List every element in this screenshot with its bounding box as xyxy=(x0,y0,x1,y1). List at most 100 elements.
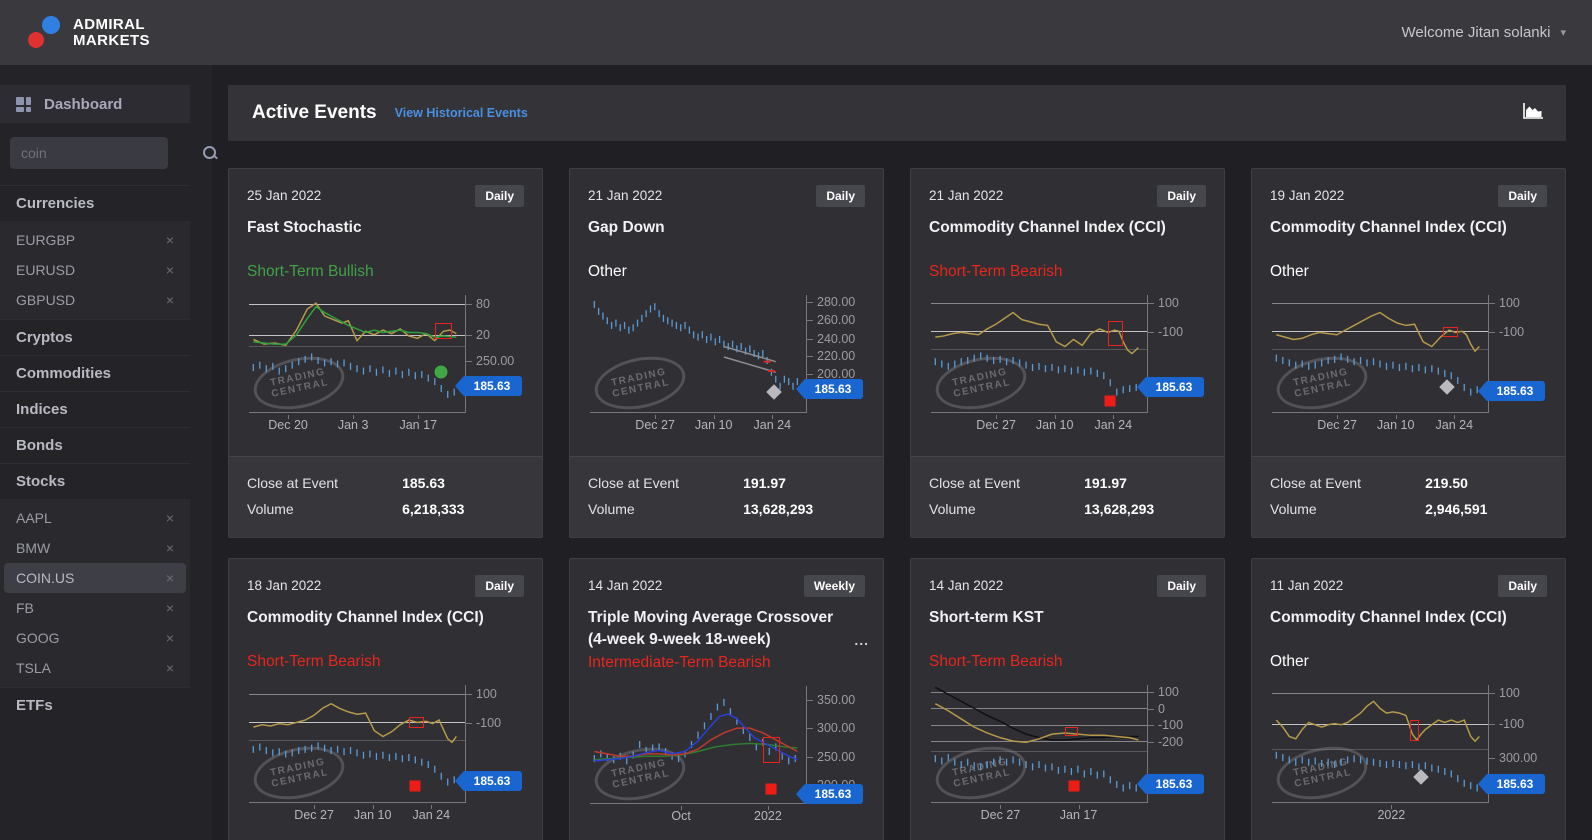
close-at-event-row: Close at Event 191.97 xyxy=(588,470,865,496)
x-axis-labels: Dec 27 Jan 10 Jan 24 xyxy=(1272,415,1489,433)
card-header: 11 Jan 2022 Daily xyxy=(1270,575,1547,597)
sidebar-item-bmw[interactable]: BMW × xyxy=(0,533,190,563)
symbol-label: COIN.US xyxy=(16,570,75,586)
chart-series-svg xyxy=(590,686,806,803)
dashboard-label: Dashboard xyxy=(44,95,123,113)
x-axis-tick xyxy=(713,415,715,419)
card-header: 14 Jan 2022 Weekly xyxy=(588,575,865,597)
remove-symbol-icon[interactable]: × xyxy=(165,600,174,616)
event-title: Gap Down xyxy=(588,219,665,236)
remove-symbol-icon[interactable]: × xyxy=(165,232,174,248)
event-highlight-box xyxy=(1442,326,1458,338)
y-axis-label: 200.00 xyxy=(817,367,856,382)
red-square-marker xyxy=(765,783,777,795)
card-footer: Close at Event 185.63 Volume 6,218,333 xyxy=(229,456,542,537)
sidebar-section-header[interactable]: ETFs xyxy=(0,687,190,723)
symbol-label: EURGBP xyxy=(16,232,76,248)
sidebar-symbol-list: AAPL × BMW × COIN.US × FB × GOOG × TSLA × xyxy=(0,499,190,687)
y-axis-tick xyxy=(1148,303,1154,305)
y-axis-tick xyxy=(466,694,472,696)
red-square-marker xyxy=(1104,395,1116,407)
remove-symbol-icon[interactable]: × xyxy=(165,510,174,526)
y-axis-tick xyxy=(1489,303,1495,305)
area-chart-icon[interactable] xyxy=(1522,103,1544,125)
remove-symbol-icon[interactable]: × xyxy=(165,570,174,586)
sidebar-item-eurusd[interactable]: EURUSD × xyxy=(0,255,190,285)
event-mini-chart: TRADING CENTRAL 280.00 260.00 240.00 220.00 20… xyxy=(588,291,865,433)
sidebar-section-header[interactable]: Commodities xyxy=(0,355,190,391)
symbol-search[interactable] xyxy=(10,137,216,169)
chart-gridline xyxy=(1272,693,1488,695)
view-historical-events-link[interactable]: View Historical Events xyxy=(394,106,528,120)
sidebar-item-gbpusd[interactable]: GBPUSD × xyxy=(0,285,190,315)
event-mini-chart: TRADING CENTRAL 100 0 -100 -200 185.63 Dec 27 Ja… xyxy=(929,681,1206,823)
chart-series-svg xyxy=(1272,295,1488,412)
y-axis-tick xyxy=(1489,693,1495,695)
sidebar-item-fb[interactable]: FB × xyxy=(0,593,190,623)
y-axis-label: 100 xyxy=(1158,296,1179,311)
sidebar-item-goog[interactable]: GOOG × xyxy=(0,623,190,653)
sidebar-section-header[interactable]: Currencies xyxy=(0,185,190,221)
event-mini-chart: TRADINGCENTRAL350.00300.00250.00200.0018… xyxy=(588,682,865,824)
event-card: 21 Jan 2022 Daily Commodity Channel Index … xyxy=(910,168,1225,538)
sidebar-item-aapl[interactable]: AAPL × xyxy=(0,503,190,533)
sidebar-section-header[interactable]: Cryptos xyxy=(0,319,190,355)
logo-text: ADMIRAL MARKETS xyxy=(73,15,150,49)
sidebar-section-header[interactable]: Stocks xyxy=(0,463,190,499)
page-title: Active Events xyxy=(252,102,377,123)
sidebar-item-tsla[interactable]: TSLA × xyxy=(0,653,190,683)
red-square-marker xyxy=(1068,780,1080,792)
volume-row: Volume 6,218,333 xyxy=(247,496,524,522)
card-footer: Close at Event 191.97 Volume 13,628,293 xyxy=(911,456,1224,537)
y-axis-label: -100 xyxy=(1499,716,1525,731)
x-axis-tick xyxy=(353,415,355,419)
chart-gridline xyxy=(931,741,1147,743)
remove-symbol-icon[interactable]: × xyxy=(165,630,174,646)
chart-gridline xyxy=(931,708,1147,710)
x-axis-labels: Dec 27 Jan 17 xyxy=(931,805,1148,823)
event-date: 19 Jan 2022 xyxy=(1270,188,1345,203)
y-axis-tick xyxy=(466,361,472,363)
y-axis-tick xyxy=(466,335,472,337)
x-axis-tick xyxy=(418,415,420,419)
x-axis-label: Jan 10 xyxy=(1376,418,1415,432)
x-axis-tick xyxy=(1337,415,1339,419)
sidebar-section-header[interactable]: Indices xyxy=(0,391,190,427)
pane-divider xyxy=(931,750,1147,752)
card-footer: Close at Event 191.97 Volume 13,628,293 xyxy=(570,456,883,537)
x-axis-tick xyxy=(1000,805,1002,809)
chart-gridline xyxy=(931,724,1147,726)
y-axis-labels: 100 -100 300.00 185.63 xyxy=(1485,685,1547,803)
chart-plot-area: TRADING CENTRAL xyxy=(930,295,1148,418)
user-menu[interactable]: Welcome Jitan solanki ▾ xyxy=(1402,24,1566,41)
search-icon[interactable] xyxy=(202,145,218,161)
y-axis-tick xyxy=(807,700,813,702)
remove-symbol-icon[interactable]: × xyxy=(165,660,174,676)
pane-divider xyxy=(249,346,465,348)
y-axis-label: 300.00 xyxy=(1499,751,1538,766)
sidebar-item-coin.us[interactable]: COIN.US × xyxy=(4,563,186,593)
more-options-button[interactable]: ... xyxy=(854,631,869,648)
y-axis-tick xyxy=(1148,741,1154,743)
y-axis-labels: 100 0 -100 -200 185.63 xyxy=(1144,685,1206,803)
signal-label: Other xyxy=(1270,653,1309,670)
sidebar-item-dashboard[interactable]: Dashboard xyxy=(0,85,190,123)
remove-symbol-icon[interactable]: × xyxy=(165,262,174,278)
chart-gridline xyxy=(249,304,465,306)
card-header: 18 Jan 2022 Daily xyxy=(247,575,524,597)
chart-gridline xyxy=(1272,723,1488,725)
remove-symbol-icon[interactable]: × xyxy=(165,292,174,308)
close-at-event-row: Close at Event 219.50 xyxy=(1270,470,1547,496)
sidebar-item-eurgbp[interactable]: EURGBP × xyxy=(0,225,190,255)
x-axis-label: Dec 27 xyxy=(976,418,1016,432)
sidebar-section-header[interactable]: Bonds xyxy=(0,427,190,463)
remove-symbol-icon[interactable]: × xyxy=(165,540,174,556)
period-badge: Weekly xyxy=(803,575,865,597)
admiral-markets-logo[interactable]: ADMIRAL MARKETS xyxy=(26,15,150,51)
event-card: 14 Jan 2022 Daily Short-term KST Short-Term… xyxy=(910,558,1225,840)
search-input[interactable] xyxy=(21,145,202,161)
chevron-down-icon: ▾ xyxy=(1560,27,1566,39)
period-badge: Daily xyxy=(475,575,524,597)
chart-series-svg xyxy=(931,295,1147,412)
